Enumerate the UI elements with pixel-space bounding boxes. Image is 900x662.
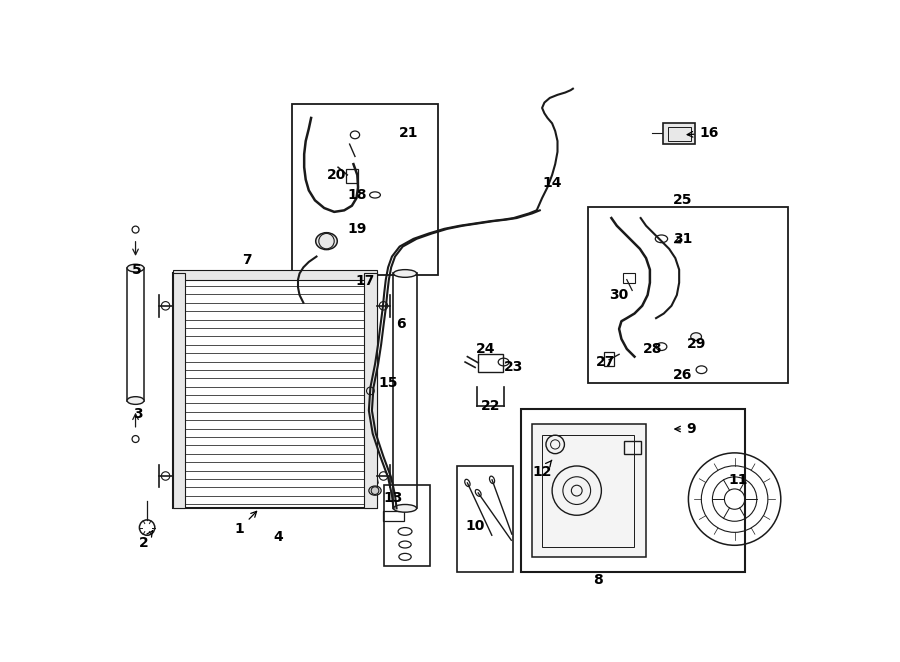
Ellipse shape — [132, 226, 139, 233]
Bar — [521, 409, 744, 572]
Text: 27: 27 — [597, 355, 616, 369]
Bar — [292, 104, 438, 275]
Bar — [604, 352, 615, 366]
Bar — [625, 441, 642, 454]
Text: 11: 11 — [729, 473, 748, 487]
Text: 29: 29 — [687, 338, 706, 352]
Text: 3: 3 — [133, 406, 143, 420]
Text: 1: 1 — [235, 511, 256, 536]
Ellipse shape — [696, 366, 706, 373]
Bar — [542, 435, 634, 547]
Ellipse shape — [690, 333, 701, 340]
Text: 22: 22 — [481, 399, 500, 413]
Text: 8: 8 — [593, 573, 603, 587]
Bar — [383, 510, 403, 522]
Text: 20: 20 — [327, 168, 346, 182]
Text: 15: 15 — [378, 376, 398, 390]
Bar — [173, 273, 376, 508]
Bar — [478, 354, 503, 372]
Text: 2: 2 — [140, 531, 153, 550]
Circle shape — [371, 487, 379, 495]
Bar — [364, 273, 376, 508]
Text: 26: 26 — [673, 368, 693, 382]
Text: 30: 30 — [609, 288, 629, 302]
Text: 13: 13 — [383, 491, 403, 505]
Ellipse shape — [127, 397, 144, 404]
Ellipse shape — [393, 269, 417, 277]
Text: 10: 10 — [465, 519, 485, 533]
Bar — [173, 269, 376, 281]
Ellipse shape — [127, 264, 144, 272]
Bar — [173, 273, 184, 508]
Ellipse shape — [393, 504, 417, 512]
Ellipse shape — [369, 486, 382, 495]
Bar — [457, 466, 513, 572]
Text: 12: 12 — [532, 460, 552, 479]
Text: 21: 21 — [399, 126, 418, 140]
Text: 18: 18 — [347, 188, 367, 202]
Bar — [668, 127, 690, 141]
Text: 17: 17 — [356, 274, 374, 288]
Text: 23: 23 — [504, 360, 523, 375]
Ellipse shape — [350, 131, 360, 139]
Text: 9: 9 — [675, 422, 696, 436]
Text: 16: 16 — [688, 126, 719, 140]
Text: 6: 6 — [396, 316, 406, 330]
Text: 4: 4 — [273, 530, 283, 544]
Ellipse shape — [316, 232, 338, 250]
Bar — [532, 424, 646, 557]
Text: 7: 7 — [242, 253, 252, 267]
Bar — [384, 485, 430, 566]
Text: 19: 19 — [347, 222, 367, 236]
Ellipse shape — [132, 436, 139, 442]
Text: 14: 14 — [543, 175, 562, 189]
Text: 25: 25 — [673, 193, 693, 207]
Bar — [393, 273, 417, 508]
Bar — [623, 273, 634, 283]
Bar — [589, 207, 788, 383]
Text: 28: 28 — [643, 342, 662, 356]
Bar — [346, 169, 358, 183]
Text: 24: 24 — [476, 342, 496, 356]
Text: 31: 31 — [673, 232, 693, 246]
Text: 5: 5 — [131, 263, 141, 277]
Bar — [663, 122, 696, 144]
Bar — [127, 268, 144, 401]
